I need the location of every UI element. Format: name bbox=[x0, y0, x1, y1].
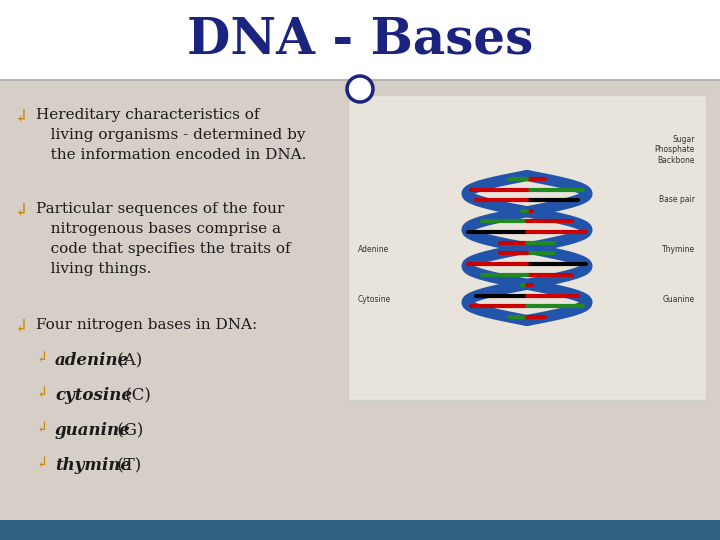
Text: Base pair: Base pair bbox=[659, 195, 695, 205]
Bar bbox=[0, 520, 720, 540]
Text: ↲: ↲ bbox=[35, 457, 48, 471]
Text: Guanine: Guanine bbox=[663, 295, 695, 305]
Text: (A): (A) bbox=[112, 352, 142, 369]
Text: Adenine: Adenine bbox=[358, 246, 390, 254]
Bar bbox=[348, 95, 706, 400]
Text: ↲: ↲ bbox=[14, 108, 29, 126]
Text: ↲: ↲ bbox=[35, 387, 48, 401]
Text: ↲: ↲ bbox=[14, 202, 29, 220]
Text: guanine: guanine bbox=[55, 422, 131, 439]
Text: (C): (C) bbox=[120, 387, 150, 404]
Text: adenine: adenine bbox=[55, 352, 130, 369]
Text: thymine: thymine bbox=[55, 457, 131, 474]
Text: ↲: ↲ bbox=[35, 422, 48, 436]
Text: ↲: ↲ bbox=[14, 318, 29, 336]
Text: ↲: ↲ bbox=[35, 352, 48, 366]
Text: Cytosine: Cytosine bbox=[358, 295, 391, 305]
Bar bbox=[0, 80, 720, 520]
Text: Four nitrogen bases in DNA:: Four nitrogen bases in DNA: bbox=[36, 318, 257, 332]
Text: DNA - Bases: DNA - Bases bbox=[187, 16, 533, 64]
Bar bbox=[0, 0, 720, 80]
Text: cytosine: cytosine bbox=[55, 387, 132, 404]
Text: Hereditary characteristics of
   living organisms - determined by
   the informa: Hereditary characteristics of living org… bbox=[36, 108, 307, 162]
Text: Particular sequences of the four
   nitrogenous bases comprise a
   code that sp: Particular sequences of the four nitroge… bbox=[36, 202, 291, 276]
Text: Thymine: Thymine bbox=[662, 246, 695, 254]
Text: (G): (G) bbox=[112, 422, 143, 439]
Circle shape bbox=[347, 76, 373, 102]
Text: (T): (T) bbox=[112, 457, 141, 474]
Text: Sugar
Phosphate
Backbone: Sugar Phosphate Backbone bbox=[654, 135, 695, 165]
